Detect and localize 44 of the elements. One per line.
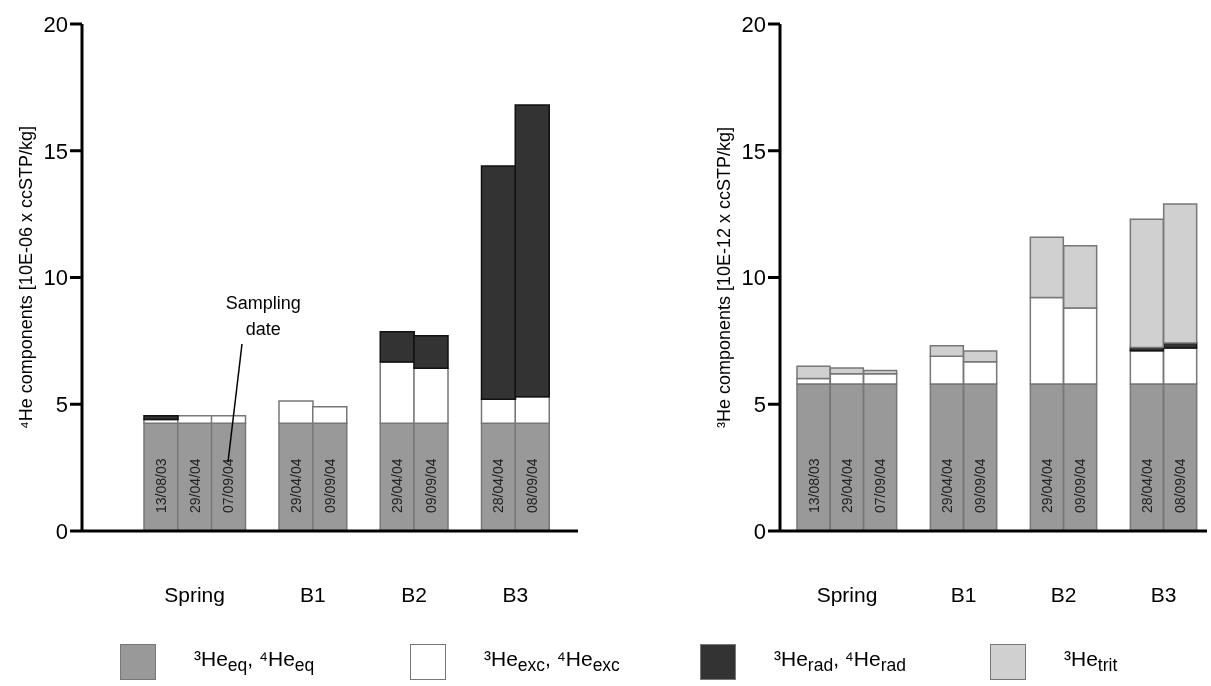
x-tick-label: 07/09/04	[220, 458, 237, 513]
y-tick-label: 5	[55, 392, 68, 418]
y-tick-label: 0	[753, 518, 766, 544]
text: B2	[400, 583, 428, 607]
y-tick-label: 20	[43, 11, 68, 37]
legend-label: ³He$_{trit}$	[1064, 647, 1118, 677]
text: B1	[949, 583, 978, 607]
text: B2	[1049, 583, 1078, 607]
annotation: Sampling date	[224, 292, 302, 341]
text: B3	[1149, 583, 1178, 607]
text: Spring	[815, 583, 879, 607]
text: B1	[298, 583, 327, 607]
text: Spring	[163, 583, 226, 607]
x-tick-label: 29/04/04	[1039, 458, 1055, 513]
x-tick-label: 08/09/04	[524, 458, 541, 513]
x-tick-label: 13/08/03	[152, 458, 169, 513]
x-tick-label: 07/09/04	[872, 458, 889, 513]
x-tick-label: 09/09/04	[1072, 458, 1089, 513]
text: B3	[501, 583, 530, 607]
x-tick-label: 09/09/04	[972, 458, 989, 513]
x-tick-label: 29/04/04	[839, 458, 855, 513]
x-tick-label: 29/04/04	[186, 458, 203, 513]
y-tick-label: 15	[741, 138, 766, 164]
y-tick-label: 10	[43, 265, 68, 291]
y-tick-label: 0	[55, 518, 68, 544]
x-tick-label: 08/09/04	[1172, 458, 1189, 513]
x-tick-label: 09/09/04	[321, 458, 338, 513]
y-axis-title: ⁴He components [10E-06 x ccSTP/kg]	[16, 126, 36, 429]
x-tick-label: 28/04/04	[1139, 458, 1155, 513]
bar	[143, 414, 179, 421]
x-tick-label: 29/04/04	[389, 458, 406, 513]
legend-label: ³He$_{eq}$, ⁴He$_{eq}$	[194, 647, 315, 677]
x-tick-label: 29/04/04	[939, 458, 955, 513]
x-tick-label: 29/04/04	[287, 458, 304, 513]
y-tick-label: 5	[753, 392, 766, 418]
y-axis-title: ³He components [10E-12 x ccSTP/kg]	[714, 126, 734, 429]
y-tick-label: 15	[43, 138, 68, 164]
legend-label: ³He$_{exc}$, ⁴He$_{exc}$	[484, 647, 620, 677]
y-tick-label: 10	[741, 265, 766, 291]
x-tick-label: 13/08/03	[805, 458, 822, 513]
legend-label: ³He$_{rad}$, ⁴He$_{rad}$	[774, 647, 906, 677]
x-tick-label: 09/09/04	[422, 458, 439, 513]
x-tick-label: 28/04/04	[490, 458, 507, 513]
y-tick-label: 20	[741, 11, 766, 37]
